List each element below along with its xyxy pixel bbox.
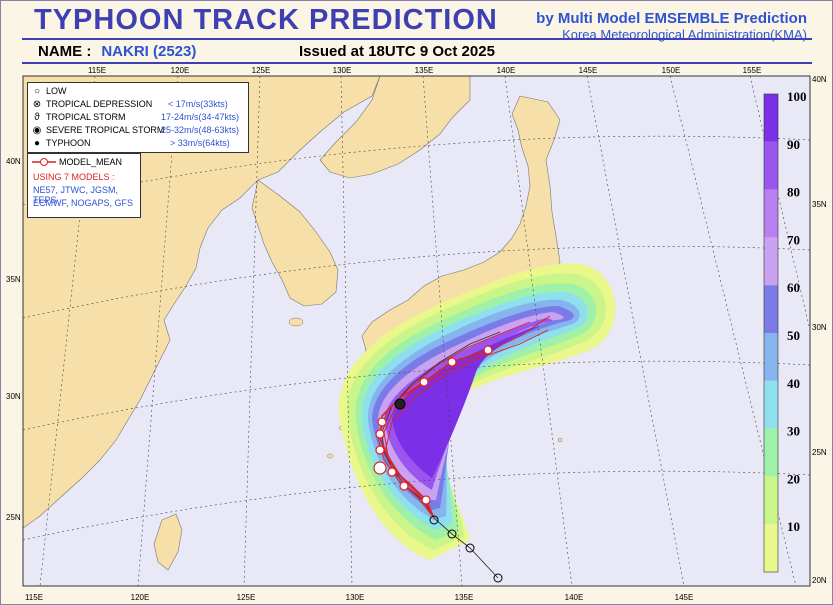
td-range: < 17m/s(33kts) (168, 99, 228, 109)
lon-label-bottom: 135E (455, 593, 474, 602)
issued-time: Issued at 18UTC 9 Oct 2025 (299, 43, 495, 60)
colorbar-label: 100 (787, 89, 807, 104)
storm-name: NAKRI (2523) (101, 43, 197, 60)
lon-label-bottom: 145E (675, 593, 694, 602)
colorbar-segment (764, 428, 778, 477)
land-russia (319, 76, 471, 179)
lon-label-bottom: 125E (237, 593, 256, 602)
lon-label-bottom: 130E (346, 593, 365, 602)
land-islet (326, 453, 334, 459)
tropical-storm-icon: ϑ (34, 111, 40, 123)
source-line-1: by Multi Model EMSEMBLE Prediction (536, 10, 807, 27)
intensity-legend: ○ LOW ⊗ TROPICAL DEPRESSION < 17m/s(33kt… (27, 82, 249, 153)
header-rule (22, 62, 812, 64)
colorbar-label: 90 (787, 137, 800, 152)
lon-label-bottom: 120E (131, 593, 150, 602)
colorbar: 100 90 80 70 60 50 40 30 20 10 (763, 89, 807, 573)
map-border (22, 75, 811, 587)
lon-label-top: 145E (579, 66, 598, 75)
typhoon-icon: ● (33, 137, 41, 149)
source-line-2: Korea Meteorological Administration(KMA) (562, 27, 807, 42)
colorbar-segment (764, 237, 778, 286)
models-line-2: ECMWF, NOGAPS, GFS (33, 198, 134, 208)
lon-label-top: 125E (252, 66, 271, 75)
lat-label-right: 35N (812, 200, 827, 209)
colorbar-label: 20 (787, 471, 800, 486)
legend-item-sts: ◉ SEVERE TROPICAL STORM (32, 124, 165, 136)
lat-label-right: 40N (812, 75, 827, 84)
severe-tropical-storm-icon: ◉ (32, 124, 42, 136)
colorbar-label: 80 (787, 185, 800, 200)
lon-labels-bottom: 115E 120E 125E 130E 135E 140E 145E (25, 593, 693, 602)
low-icon: ○ (33, 85, 41, 97)
ts-range: 17-24m/s(34-47kts) (161, 112, 240, 122)
lon-label-top: 120E (171, 66, 190, 75)
colorbar-segment (764, 94, 778, 142)
lat-label-left: 40N (6, 157, 21, 166)
model-legend: MODEL_MEAN USING 7 MODELS : NE57, JTWC, … (27, 153, 141, 218)
land-jeju (288, 317, 304, 327)
lon-label-top: 130E (333, 66, 352, 75)
colorbar-segment (764, 476, 778, 525)
colorbar-label: 50 (787, 328, 800, 343)
land-islet (557, 437, 563, 443)
name-label: NAME : (38, 43, 92, 60)
colorbar-label: 10 (787, 519, 800, 534)
observed-track-symbols (394, 398, 503, 583)
colorbar-segment (764, 189, 778, 238)
colorbar-label: 30 (787, 424, 800, 439)
lat-label-left: 35N (6, 275, 21, 284)
lon-label-bottom: 115E (25, 593, 43, 602)
colorbar-segment (764, 380, 778, 429)
colorbar-border (763, 93, 779, 573)
models-line-1: NE57, JTWC, JGSM, TEPS (33, 185, 119, 205)
tropical-depression-icon: ⊗ (32, 98, 42, 110)
colorbar-label: 40 (787, 376, 800, 391)
land-korea (251, 179, 339, 307)
sts-range: 25-32m/s(48-63kts) (161, 125, 240, 135)
lat-label-right: 25N (812, 448, 827, 457)
ty-range: > 33m/s(64kts) (170, 138, 230, 148)
lon-label-bottom: 140E (565, 593, 584, 602)
lat-labels-right: 40N 35N 30N 25N 20N (812, 75, 827, 585)
lat-labels-left: 40N 35N 30N 25N (6, 157, 21, 522)
lon-label-top: 155E (743, 66, 762, 75)
colorbar-segment (764, 333, 778, 381)
storm-name-bar: NAME : NAKRI (2523) (38, 43, 196, 60)
colorbar-segment (764, 141, 778, 190)
lon-label-top: 150E (662, 66, 681, 75)
colorbar-segment (764, 285, 778, 333)
lon-label-top: 115E (88, 66, 106, 75)
land-taiwan (153, 513, 183, 571)
mean-legend-row: MODEL_MEAN (32, 157, 122, 167)
page-title: TYPHOON TRACK PREDICTION (34, 4, 498, 36)
legend-item-low: ○ LOW (33, 85, 67, 97)
colorbar-label: 60 (787, 280, 800, 295)
lon-label-top: 135E (415, 66, 434, 75)
colorbar-label: 70 (787, 232, 800, 247)
lon-label-top: 140E (497, 66, 516, 75)
legend-item-ts: ϑ TROPICAL STORM (32, 111, 125, 123)
lat-label-left: 30N (6, 392, 21, 401)
title-rule (22, 38, 812, 40)
mean-line-icon (32, 158, 56, 166)
mean-label: MODEL_MEAN (59, 157, 123, 167)
legend-item-td: ⊗ TROPICAL DEPRESSION (32, 98, 153, 110)
lat-label-left: 25N (6, 513, 21, 522)
models-using: USING 7 MODELS : (33, 172, 115, 182)
lat-label-right: 30N (812, 323, 827, 332)
lon-labels-top: 115E 120E 125E 130E 135E 140E 145E 150E 155E (88, 66, 761, 75)
mean-track-points (373, 345, 493, 505)
colorbar-segment (764, 524, 778, 572)
legend-item-ty: ● TYPHOON (33, 137, 91, 149)
lat-label-right: 20N (812, 576, 827, 585)
